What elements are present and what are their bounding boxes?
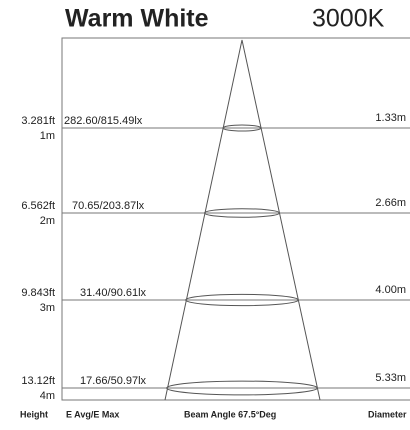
- height-feet: 6.562ft: [21, 200, 55, 212]
- height-feet: 13.12ft: [21, 375, 55, 387]
- lux-value: 31.40/90.61lx: [80, 287, 147, 299]
- lux-value: 282.60/815.49lx: [64, 115, 143, 127]
- beam-ring: [204, 208, 280, 218]
- beam-ring: [222, 124, 262, 132]
- footer-diameter: Diameter: [368, 409, 407, 419]
- height-meters: 1m: [40, 130, 55, 142]
- lux-value: 17.66/50.97lx: [80, 375, 147, 387]
- beam-cone: [164, 39, 321, 401]
- footer-beam: Beam Angle 67.5°Deg: [184, 409, 276, 419]
- height-feet: 9.843ft: [21, 287, 55, 299]
- height-meters: 4m: [40, 390, 55, 402]
- beam-ring: [185, 293, 299, 307]
- height-meters: 2m: [40, 215, 55, 227]
- cct: 3000K: [312, 5, 385, 33]
- footer-lux: E Avg/E Max: [66, 409, 119, 419]
- title: Warm White: [65, 5, 209, 33]
- footer-height: Height: [20, 409, 48, 419]
- diameter-value: 4.00m: [375, 284, 406, 296]
- height-feet: 3.281ft: [21, 115, 55, 127]
- diameter-value: 1.33m: [375, 112, 406, 124]
- beam-ring: [166, 380, 318, 396]
- frame: [61, 37, 410, 401]
- lux-value: 70.65/203.87lx: [72, 200, 145, 212]
- diameter-value: 5.33m: [375, 372, 406, 384]
- height-meters: 3m: [40, 302, 55, 314]
- diameter-value: 2.66m: [375, 197, 406, 209]
